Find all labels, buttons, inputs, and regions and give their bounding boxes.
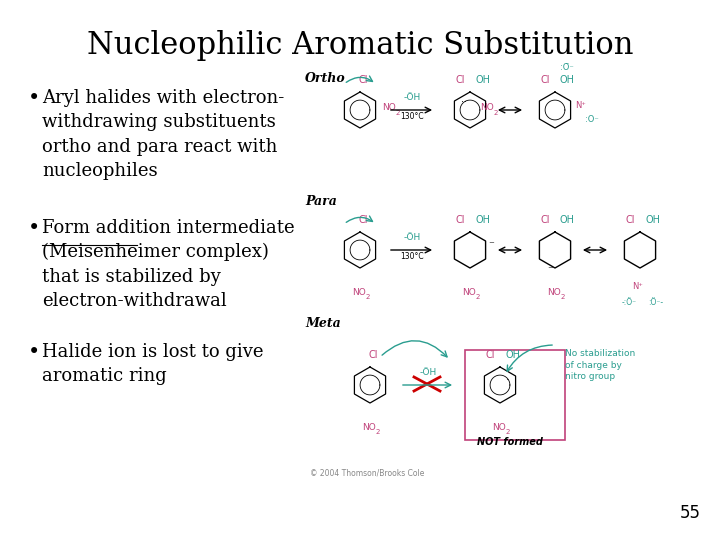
Text: OH: OH <box>475 215 490 225</box>
Text: ··: ·· <box>461 97 467 107</box>
Text: 2: 2 <box>376 429 380 435</box>
Text: Cl: Cl <box>540 75 550 85</box>
Text: Cl: Cl <box>540 215 550 225</box>
Text: 2: 2 <box>366 294 370 300</box>
Text: 55: 55 <box>680 504 701 522</box>
Text: Nucleophilic Aromatic Substitution: Nucleophilic Aromatic Substitution <box>86 30 634 61</box>
Text: OH: OH <box>475 75 490 85</box>
Text: Meta: Meta <box>305 317 341 330</box>
Text: Ortho: Ortho <box>305 72 346 85</box>
Text: Cl: Cl <box>455 215 464 225</box>
Text: Halide ion is lost to give
aromatic ring: Halide ion is lost to give aromatic ring <box>42 343 264 385</box>
Text: 2: 2 <box>476 294 480 300</box>
Text: No stabilization
of charge by
nitro group: No stabilization of charge by nitro grou… <box>565 349 635 381</box>
Text: 130°C: 130°C <box>400 252 424 261</box>
Text: OH: OH <box>505 350 520 360</box>
Text: •: • <box>28 343 40 362</box>
Text: •: • <box>28 219 40 238</box>
Text: NOT formed: NOT formed <box>477 437 543 447</box>
Text: ⁻: ⁻ <box>547 265 553 275</box>
Text: ⁻: ⁻ <box>488 240 494 250</box>
Text: © 2004 Thomson/Brooks Cole: © 2004 Thomson/Brooks Cole <box>310 469 424 478</box>
Text: •: • <box>28 89 40 108</box>
Text: -:Ö⁻: -:Ö⁻ <box>622 298 637 307</box>
Text: NO: NO <box>352 288 366 297</box>
Text: -ÖH: -ÖH <box>403 93 420 102</box>
Text: Cl: Cl <box>485 350 495 360</box>
Text: NO: NO <box>480 104 494 112</box>
Text: N⁺: N⁺ <box>575 100 586 110</box>
Text: -ÖH: -ÖH <box>419 368 436 377</box>
Text: OH: OH <box>560 75 575 85</box>
Text: :Ō⁻: :Ō⁻ <box>560 63 574 72</box>
Text: NO: NO <box>462 288 476 297</box>
Text: OH: OH <box>645 215 660 225</box>
Text: NO: NO <box>362 423 376 432</box>
Text: ·: · <box>506 375 510 385</box>
Text: NO: NO <box>492 423 505 432</box>
Text: Form addition intermediate
(Meisenheimer complex)
that is stabilized by
electron: Form addition intermediate (Meisenheimer… <box>42 219 294 310</box>
Text: OH: OH <box>560 215 575 225</box>
Text: -ÖH: -ÖH <box>403 233 420 242</box>
Text: Cl: Cl <box>359 75 368 85</box>
Text: NO: NO <box>547 288 561 297</box>
Text: 2: 2 <box>396 110 400 116</box>
Text: NO: NO <box>382 104 396 112</box>
Text: 130°C: 130°C <box>400 112 424 121</box>
Text: Cl: Cl <box>359 215 368 225</box>
Text: Aryl halides with electron-
withdrawing substituents
ortho and para react with
n: Aryl halides with electron- withdrawing … <box>42 89 284 180</box>
Text: Cl: Cl <box>625 215 635 225</box>
Text: 2: 2 <box>561 294 565 300</box>
Text: Para: Para <box>305 195 337 208</box>
Text: Cl: Cl <box>455 75 464 85</box>
Text: :O⁻: :O⁻ <box>585 116 599 125</box>
Text: :Ö⁻-: :Ö⁻- <box>648 298 663 307</box>
Text: 2: 2 <box>494 110 498 116</box>
Text: N⁺: N⁺ <box>632 282 643 291</box>
Text: 2: 2 <box>506 429 510 435</box>
Text: Cl: Cl <box>368 350 378 360</box>
